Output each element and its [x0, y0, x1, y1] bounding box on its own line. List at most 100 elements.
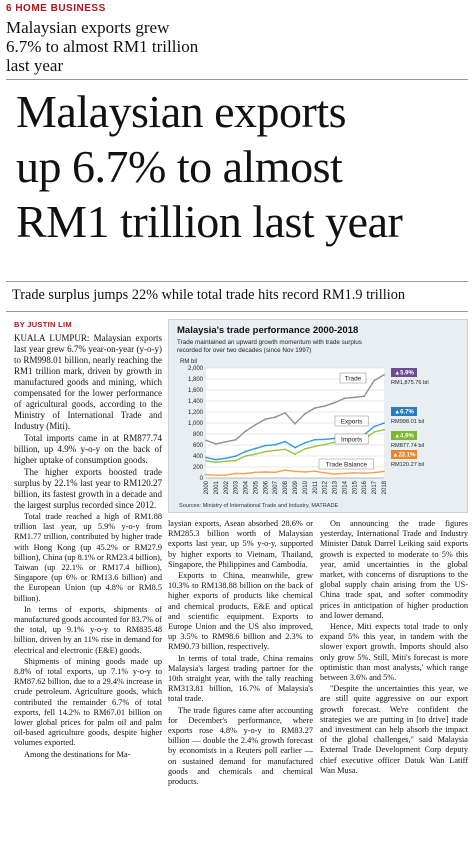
data-point	[284, 411, 287, 414]
chart-source: Sources: Ministry of International Trade…	[179, 503, 339, 509]
series-end-value: RM120.27 bil	[391, 462, 424, 468]
data-point	[234, 438, 237, 441]
paragraph: Shipments of mining goods made up 8.8% o…	[14, 656, 162, 748]
paragraph: Among the destinations for Ma-	[24, 749, 131, 759]
growth-badge	[391, 450, 417, 459]
data-point	[274, 449, 277, 452]
y-tick-label: 1,600	[188, 388, 204, 394]
data-point	[254, 423, 257, 426]
subheadline: Trade surplus jumps 22% while total trad…	[12, 287, 405, 303]
data-point	[244, 430, 247, 433]
data-point	[303, 412, 306, 415]
article-column-2: laysian exports, Asean absorbed 28.6% or…	[168, 519, 313, 788]
data-point	[373, 425, 376, 428]
data-point	[234, 472, 237, 475]
data-point	[363, 395, 366, 398]
chart-title: Malaysia's trade performance 2000-2018	[177, 325, 359, 336]
data-point	[323, 438, 326, 441]
data-point	[313, 445, 316, 448]
paragraph: The higher exports boosted trade surplus…	[14, 467, 162, 510]
series-end-value: RM1,875.76 bil	[391, 380, 429, 386]
divider	[6, 281, 468, 282]
x-tick-label: 2017	[372, 480, 378, 494]
growth-value: ▲5.9%	[394, 371, 414, 377]
data-point	[353, 396, 356, 399]
x-tick-label: 2002	[224, 480, 230, 494]
paragraph: The trade figures came after accounting …	[168, 705, 313, 787]
x-tick-label: 2009	[293, 480, 299, 494]
data-point	[363, 472, 366, 475]
data-point	[244, 455, 247, 457]
divider	[6, 79, 468, 80]
paragraph: On announcing the trade figures yesterda…	[320, 519, 468, 620]
data-point	[373, 379, 376, 382]
series-end-value: RM877.74 bil	[391, 443, 424, 449]
data-point	[373, 431, 376, 433]
data-point	[284, 469, 287, 472]
series-end-value: RM998.01 bil	[391, 419, 424, 425]
x-tick-label: 2012	[323, 480, 329, 494]
series-label: Trade Balance	[326, 461, 368, 468]
y-tick-label: 2,000	[188, 366, 204, 372]
data-point	[303, 471, 306, 473]
article-column-1: KUALA LUMPUR: Malaysian exports last yea…	[14, 333, 162, 761]
series-label-box	[318, 458, 375, 470]
paragraph: Exports to China, meanwhile, grew 10.3% …	[168, 571, 313, 652]
data-point	[373, 471, 376, 474]
data-point	[323, 405, 326, 407]
paragraph: In terms of exports, shipments of manufa…	[14, 604, 162, 655]
series-label: Trade	[345, 375, 362, 382]
series-label-box	[334, 433, 369, 445]
y-tick-label: 400	[193, 454, 204, 460]
paragraph: "Despite the uncertainties this year, we…	[320, 684, 468, 775]
top-headline: Malaysian exports grew 6.7% to almost RM…	[6, 18, 199, 75]
x-tick-label: 2006	[263, 480, 269, 494]
y-tick-label: 1,800	[188, 377, 204, 383]
headline-line: RM1 trillion last year	[16, 196, 403, 247]
data-point	[264, 444, 267, 447]
byline: BY JUSTIN LIM	[14, 320, 72, 329]
data-point	[224, 440, 227, 443]
data-point	[234, 459, 237, 462]
series-label: Exports	[341, 418, 363, 425]
chart-canvas: RM bil 0 200 400 600 800 1,000 1,200 1,400 1,600 1…	[180, 359, 429, 494]
data-point	[205, 439, 207, 442]
data-point	[224, 457, 227, 460]
y-tick-label: 600	[193, 443, 204, 449]
data-point	[303, 441, 306, 444]
data-point	[205, 473, 207, 476]
data-point	[224, 460, 227, 463]
x-tick-label: 2000	[204, 480, 210, 494]
data-point	[274, 416, 277, 419]
headline-line: Malaysian exports	[16, 86, 347, 137]
data-point	[353, 471, 356, 474]
data-point	[383, 373, 385, 376]
y-tick-label: 1,400	[188, 399, 204, 405]
paragraph: Hence, Miti expects total trade to only …	[320, 622, 468, 683]
data-point	[294, 446, 296, 449]
data-point	[313, 438, 316, 441]
series-label-box	[339, 372, 367, 384]
data-point	[313, 470, 316, 473]
data-point	[303, 448, 306, 450]
data-point	[383, 470, 385, 473]
x-tick-label: 2005	[253, 480, 259, 494]
data-point	[244, 472, 247, 475]
data-point	[343, 472, 346, 475]
growth-badge	[391, 431, 417, 440]
series-label: Imports	[341, 436, 362, 443]
growth-value: ▲22.1%	[393, 453, 417, 459]
divider	[6, 311, 468, 312]
x-tick-label: 2016	[362, 480, 368, 494]
growth-value: ▲4.9%	[394, 434, 414, 440]
headline-line: up 6.7% to almost	[16, 141, 343, 192]
x-tick-label: 2015	[352, 480, 358, 494]
y-tick-label: 800	[193, 432, 204, 438]
y-axis-label: RM bil	[180, 359, 197, 365]
data-point	[383, 422, 385, 425]
data-point	[284, 440, 287, 443]
data-point	[313, 407, 316, 409]
chart-subtitle: Trade maintained an upward growth moment…	[177, 339, 362, 354]
y-tick-label: 0	[200, 476, 204, 482]
growth-value: ▲6.7%	[394, 410, 414, 416]
